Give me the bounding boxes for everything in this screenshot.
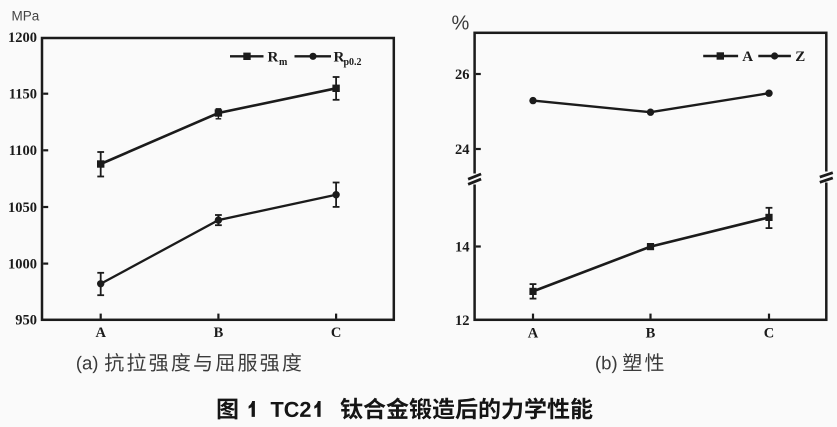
svg-text:B: B [646, 325, 656, 341]
svg-text:m: m [279, 57, 288, 68]
svg-text:A: A [742, 49, 753, 65]
svg-text:14: 14 [455, 239, 470, 255]
svg-text:1200: 1200 [8, 30, 37, 46]
svg-text:A: A [95, 325, 106, 341]
svg-text:24: 24 [455, 142, 470, 158]
svg-text:R: R [268, 50, 279, 66]
svg-text:Z: Z [795, 49, 805, 65]
svg-text:p0.2: p0.2 [344, 57, 362, 68]
svg-text:C: C [331, 325, 341, 341]
svg-text:R: R [334, 50, 345, 66]
svg-text:1150: 1150 [9, 87, 37, 103]
svg-text:12: 12 [455, 313, 470, 329]
svg-text:%: % [452, 12, 470, 34]
svg-text:1100: 1100 [9, 143, 37, 159]
svg-text:B: B [214, 325, 224, 341]
svg-text:1050: 1050 [8, 200, 37, 216]
svg-text:950: 950 [15, 313, 37, 329]
svg-text:A: A [528, 325, 539, 341]
svg-text:C: C [764, 325, 774, 341]
svg-text:1000: 1000 [8, 257, 37, 273]
svg-text:26: 26 [455, 67, 470, 83]
svg-text:MPa: MPa [12, 8, 40, 23]
